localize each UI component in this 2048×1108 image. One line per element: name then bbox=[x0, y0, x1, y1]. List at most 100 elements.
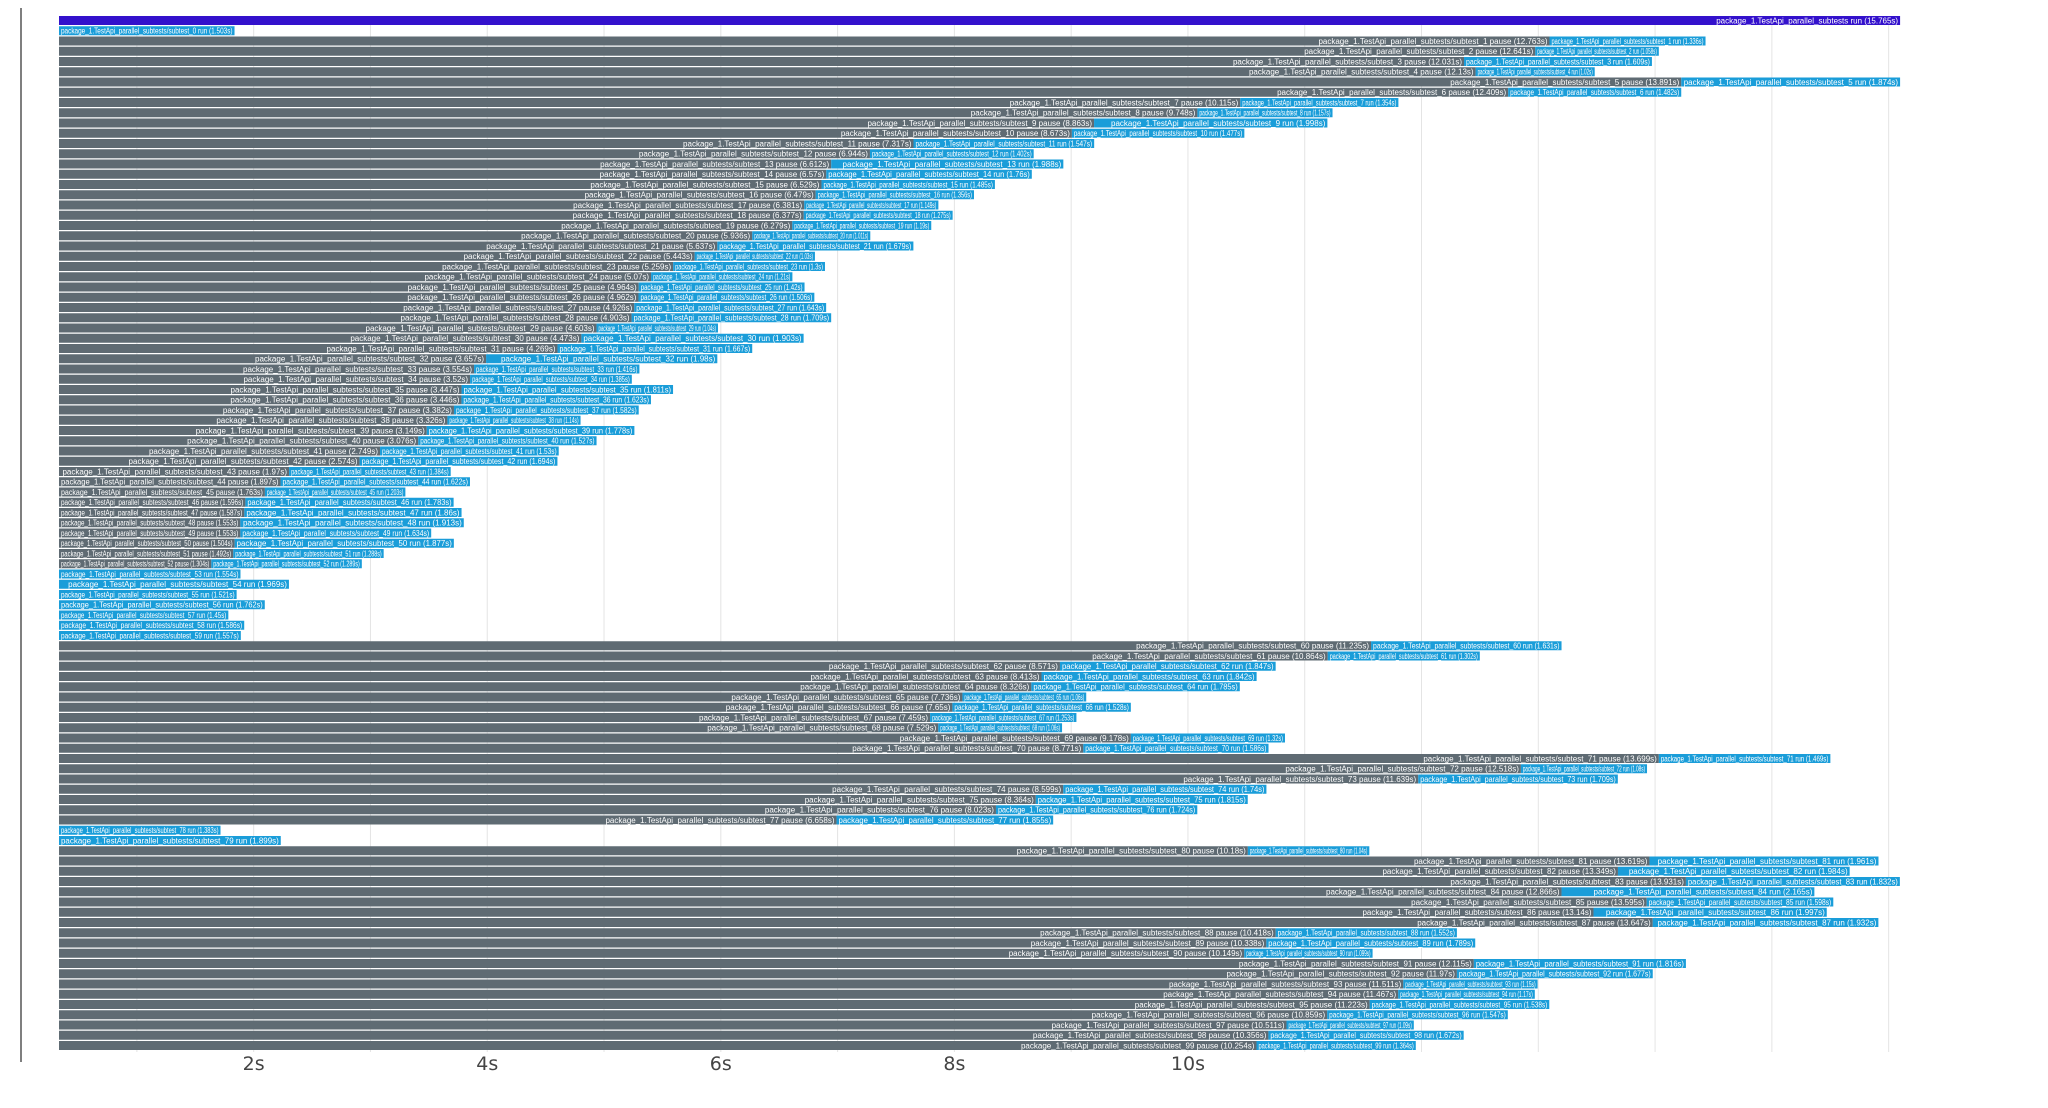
pause-bar[interactable] bbox=[59, 446, 381, 456]
pause-bar[interactable] bbox=[59, 354, 487, 364]
pause-bar[interactable] bbox=[59, 774, 1419, 784]
run-bar[interactable] bbox=[1658, 754, 1831, 763]
pause-bar[interactable] bbox=[59, 897, 1647, 907]
pause-bar[interactable] bbox=[59, 1030, 1269, 1040]
run-bar[interactable] bbox=[59, 579, 289, 589]
run-bar[interactable] bbox=[1256, 1041, 1416, 1050]
run-bar[interactable] bbox=[1063, 784, 1267, 794]
run-bar[interactable] bbox=[486, 354, 718, 364]
run-bar[interactable] bbox=[826, 169, 1032, 179]
pause-bar[interactable] bbox=[59, 702, 953, 712]
pause-bar[interactable] bbox=[59, 272, 652, 282]
pause-bar[interactable] bbox=[59, 1020, 1287, 1030]
pause-bar[interactable] bbox=[59, 1041, 1257, 1050]
run-bar[interactable] bbox=[59, 600, 265, 610]
run-bar[interactable] bbox=[1244, 948, 1373, 958]
run-bar[interactable] bbox=[804, 200, 939, 210]
pause-bar[interactable] bbox=[59, 323, 597, 333]
run-bar[interactable] bbox=[1652, 918, 1879, 927]
pause-bar[interactable] bbox=[59, 467, 290, 476]
pause-bar[interactable] bbox=[59, 784, 1064, 794]
pause-bar[interactable] bbox=[59, 989, 1399, 999]
run-bar[interactable] bbox=[1240, 98, 1399, 107]
run-bar[interactable] bbox=[245, 497, 454, 507]
run-bar[interactable] bbox=[211, 559, 362, 569]
run-bar[interactable] bbox=[1685, 877, 1900, 886]
run-bar[interactable] bbox=[1371, 641, 1562, 651]
pause-bar[interactable] bbox=[59, 938, 1267, 948]
pause-bar[interactable] bbox=[59, 887, 1562, 897]
run-bar[interactable] bbox=[240, 518, 464, 528]
run-bar[interactable] bbox=[418, 436, 597, 446]
run-bar[interactable] bbox=[461, 395, 651, 405]
pause-bar[interactable] bbox=[59, 477, 281, 487]
run-bar[interactable] bbox=[1275, 928, 1457, 938]
pause-bar[interactable] bbox=[59, 979, 1404, 989]
run-bar[interactable] bbox=[234, 538, 454, 548]
run-bar[interactable] bbox=[631, 313, 832, 323]
pause-bar[interactable] bbox=[59, 415, 448, 425]
run-bar[interactable] bbox=[752, 231, 871, 241]
pause-bar[interactable] bbox=[59, 221, 793, 230]
run-bar[interactable] bbox=[59, 620, 245, 630]
run-bar[interactable] bbox=[1398, 989, 1535, 999]
run-bar[interactable] bbox=[233, 549, 384, 558]
run-bar[interactable] bbox=[938, 723, 1063, 733]
run-bar[interactable] bbox=[470, 374, 632, 384]
run-bar[interactable] bbox=[359, 456, 558, 466]
pause-bar[interactable] bbox=[59, 682, 1032, 692]
run-bar[interactable] bbox=[821, 180, 995, 189]
run-bar[interactable] bbox=[836, 815, 1054, 825]
pause-bar[interactable] bbox=[59, 713, 931, 722]
pause-bar[interactable] bbox=[59, 641, 1372, 651]
pause-bar[interactable] bbox=[59, 313, 632, 323]
pause-bar[interactable] bbox=[59, 118, 1095, 128]
pause-bar[interactable] bbox=[59, 374, 471, 384]
run-bar[interactable] bbox=[694, 251, 815, 261]
pause-bar[interactable] bbox=[59, 241, 718, 251]
run-bar[interactable] bbox=[1646, 897, 1834, 907]
pause-bar[interactable] bbox=[59, 661, 1060, 671]
pause-bar[interactable] bbox=[59, 733, 1131, 743]
run-bar[interactable] bbox=[59, 569, 241, 579]
run-bar[interactable] bbox=[59, 836, 281, 845]
pause-bar[interactable] bbox=[59, 538, 235, 548]
run-bar[interactable] bbox=[1130, 733, 1285, 743]
pause-bar[interactable] bbox=[59, 149, 870, 159]
run-bar[interactable] bbox=[581, 333, 804, 343]
run-bar[interactable] bbox=[1508, 87, 1682, 97]
run-bar-subtest-0[interactable] bbox=[59, 26, 235, 36]
run-bar[interactable] bbox=[962, 692, 1087, 702]
pause-bar[interactable] bbox=[59, 231, 753, 241]
run-bar[interactable] bbox=[1266, 938, 1476, 948]
pause-bar[interactable] bbox=[59, 108, 1198, 118]
run-bar[interactable] bbox=[1475, 67, 1595, 77]
run-bar[interactable] bbox=[426, 426, 635, 435]
run-bar[interactable] bbox=[1327, 651, 1480, 661]
pause-bar[interactable] bbox=[59, 508, 245, 517]
pause-bar[interactable] bbox=[59, 190, 816, 200]
pause-bar[interactable] bbox=[59, 405, 454, 415]
run-bar[interactable] bbox=[651, 272, 793, 282]
pause-bar[interactable] bbox=[59, 87, 1509, 97]
pause-bar[interactable] bbox=[59, 805, 996, 815]
run-bar[interactable] bbox=[952, 702, 1131, 712]
pause-bar[interactable] bbox=[59, 815, 837, 825]
run-bar[interactable] bbox=[1035, 795, 1248, 804]
pause-bar[interactable] bbox=[59, 528, 241, 538]
pause-bar[interactable] bbox=[59, 754, 1659, 763]
run-bar[interactable] bbox=[869, 149, 1034, 159]
pause-bar[interactable] bbox=[59, 549, 234, 558]
pause-bar[interactable] bbox=[59, 948, 1245, 958]
run-bar[interactable] bbox=[815, 190, 974, 200]
run-bar[interactable] bbox=[638, 282, 805, 292]
run-bar[interactable] bbox=[1327, 1010, 1508, 1020]
run-bar[interactable] bbox=[264, 487, 406, 497]
run-bar[interactable] bbox=[244, 508, 462, 517]
pause-bar[interactable] bbox=[59, 559, 212, 569]
run-bar[interactable] bbox=[1520, 764, 1648, 774]
run-bar[interactable] bbox=[995, 805, 1198, 815]
run-bar[interactable] bbox=[1418, 774, 1618, 784]
run-bar[interactable] bbox=[240, 528, 432, 538]
run-bar[interactable] bbox=[792, 221, 932, 230]
